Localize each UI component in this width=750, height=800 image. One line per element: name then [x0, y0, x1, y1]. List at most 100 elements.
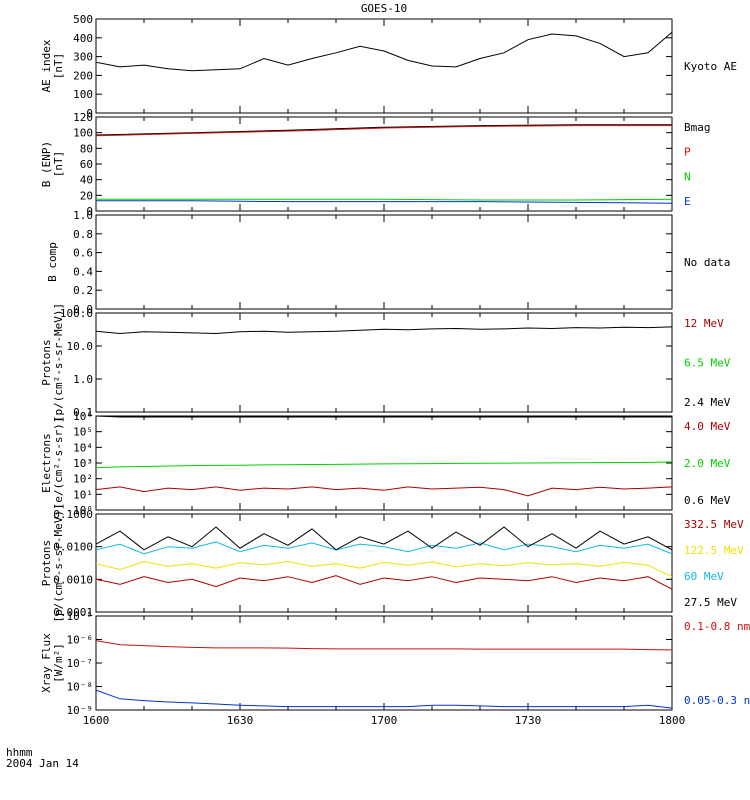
y-tick-label: 10⁴ [73, 441, 93, 454]
y-tick-label: 0.1 [73, 406, 93, 419]
y-tick-label: 0.2 [73, 284, 93, 297]
y-tick-label: 10⁻⁹ [67, 704, 94, 717]
series-line [95, 31, 673, 72]
series-line [95, 689, 673, 709]
series-line [95, 326, 673, 335]
y-tick-label: 100 [73, 127, 93, 140]
y-tick-label: 10⁵ [73, 426, 93, 439]
legend-label: 0.05-0.3 nm [684, 694, 750, 707]
series-line [95, 125, 672, 137]
y-tick-label: 10⁶ [73, 410, 93, 423]
y-tick-label: 0.0010 [53, 573, 93, 586]
panel-frame [95, 18, 673, 114]
y-tick-label: 10¹ [73, 488, 93, 501]
y-axis-label: [nT] [52, 151, 65, 178]
y-tick-label: 1.0 [73, 373, 93, 386]
y-axis-label: [e/(cm²-s-sr)] [52, 417, 65, 510]
x-tick-label: 1730 [515, 714, 542, 727]
y-axis-label: B (ENP) [40, 141, 53, 187]
series-line [95, 461, 673, 469]
y-axis-label: [W/m²] [52, 643, 65, 683]
panel-frame [95, 116, 673, 212]
legend-label: 2.0 MeV [684, 457, 731, 470]
series-line [95, 541, 673, 555]
panel-hiprotons: 0.1000 0.0100 0.0010 0.0001 Protons [p/(cm²-s… [40, 503, 744, 622]
y-tick-label: 300 [73, 51, 93, 64]
legend-label: 0.6 MeV [684, 494, 731, 507]
y-tick-label: 1.0 [73, 209, 93, 222]
y-axis-label: [nT] [52, 53, 65, 80]
y-axis-label: Electrons [40, 433, 53, 493]
series-line [95, 640, 673, 651]
x-tick-label: 1700 [371, 714, 398, 727]
y-tick-label: 0.8 [73, 228, 93, 241]
y-tick-label: 80 [80, 142, 93, 155]
y-tick-label: 10⁻⁶ [67, 634, 94, 647]
y-axis-label: [p/(cm²-s-sr-MeV)] [52, 503, 65, 622]
y-tick-label: 10.0 [67, 340, 94, 353]
legend-label: No data [684, 256, 730, 269]
panel-frame [95, 615, 673, 711]
legend-label: 4.0 MeV [684, 420, 731, 433]
series-line [96, 200, 673, 204]
y-tick-label: 400 [73, 32, 93, 45]
y-axis-label: [p/(cm²-s-sr-MeV)] [52, 303, 65, 422]
legend-label: 27.5 MeV [684, 596, 737, 609]
series-line [95, 124, 672, 136]
legend-label: Bmag [684, 121, 711, 134]
y-tick-label: 0.0100 [53, 541, 93, 554]
legend-label: 122.5 MeV [684, 544, 744, 557]
x-tick-label: 1800 [659, 714, 686, 727]
panel-protons: 100.0 10.0 1.0 0.1 Protons [p/(cm²-s-sr-MeV)]… [40, 303, 731, 422]
legend-label: 2.4 MeV [684, 396, 731, 409]
y-tick-label: 0 [86, 205, 93, 218]
y-tick-label: 10³ [73, 457, 93, 470]
y-tick-label: 120 [73, 111, 93, 124]
y-tick-label: 0.1000 [53, 508, 93, 521]
y-tick-label: 0.0001 [53, 606, 93, 619]
x-tick-label: 1600 [83, 714, 110, 727]
panel-frame [95, 513, 673, 613]
y-tick-label: 100.0 [60, 307, 93, 320]
x-tick-label: 1630 [227, 714, 254, 727]
legend-label: P [684, 146, 691, 159]
y-tick-label: 0.0 [73, 303, 93, 316]
series-line [95, 526, 673, 551]
series-line [95, 486, 673, 497]
panel-bcomp: 1.0 0.8 0.6 0.4 0.2 0.0 B comp No data [46, 209, 730, 316]
footer-unit: hhmm [6, 746, 33, 759]
y-tick-label: 500 [73, 13, 93, 26]
panel-b: 120 100 80 60 40 20 0 B (ENP) [nT] Bmag PNE [40, 111, 711, 218]
y-axis-label: B comp [46, 242, 59, 282]
legend-label: N [684, 170, 691, 183]
y-tick-label: 10⁻⁷ [67, 657, 94, 670]
panel-ae: 500 400 300 200 100 0 AE index [nT] Kyoto AE [40, 13, 737, 120]
y-tick-label: 200 [73, 69, 93, 82]
legend-label: 0.1-0.8 nm [684, 620, 750, 633]
series-line [95, 415, 672, 418]
panel-electrons: 10⁶ 10⁵ 10⁴ 10³ 10² 10¹ 10⁰ Electrons [e/(cm²-s-… [40, 410, 731, 517]
panel-xray: 10⁻⁵ 10⁻⁶ 10⁻⁷ 10⁻⁸ 10⁻⁹ Xray Flux [W/m²] 0.1-0… [40, 610, 750, 717]
y-tick-label: 0 [86, 107, 93, 120]
y-tick-label: 10⁻⁵ [67, 610, 94, 623]
series-line [96, 198, 673, 201]
y-tick-label: 10⁰ [73, 504, 93, 517]
y-axis-label: Protons [40, 540, 53, 586]
y-tick-label: 10⁻⁸ [67, 681, 94, 694]
legend-label: 60 MeV [684, 570, 724, 583]
legend-label: Kyoto AE [684, 60, 737, 73]
y-tick-label: 0.6 [73, 247, 93, 260]
legend-label: 12 MeV [684, 317, 724, 330]
y-axis-label: Xray Flux [40, 633, 53, 693]
y-tick-label: 20 [80, 189, 93, 202]
panel-frame [95, 214, 673, 310]
series-line [95, 575, 673, 590]
y-tick-label: 10² [73, 473, 93, 486]
legend-label: 6.5 MeV [684, 357, 731, 370]
y-tick-label: 40 [80, 174, 93, 187]
series-line [95, 561, 673, 578]
footer-date: 2004 Jan 14 [6, 757, 79, 770]
